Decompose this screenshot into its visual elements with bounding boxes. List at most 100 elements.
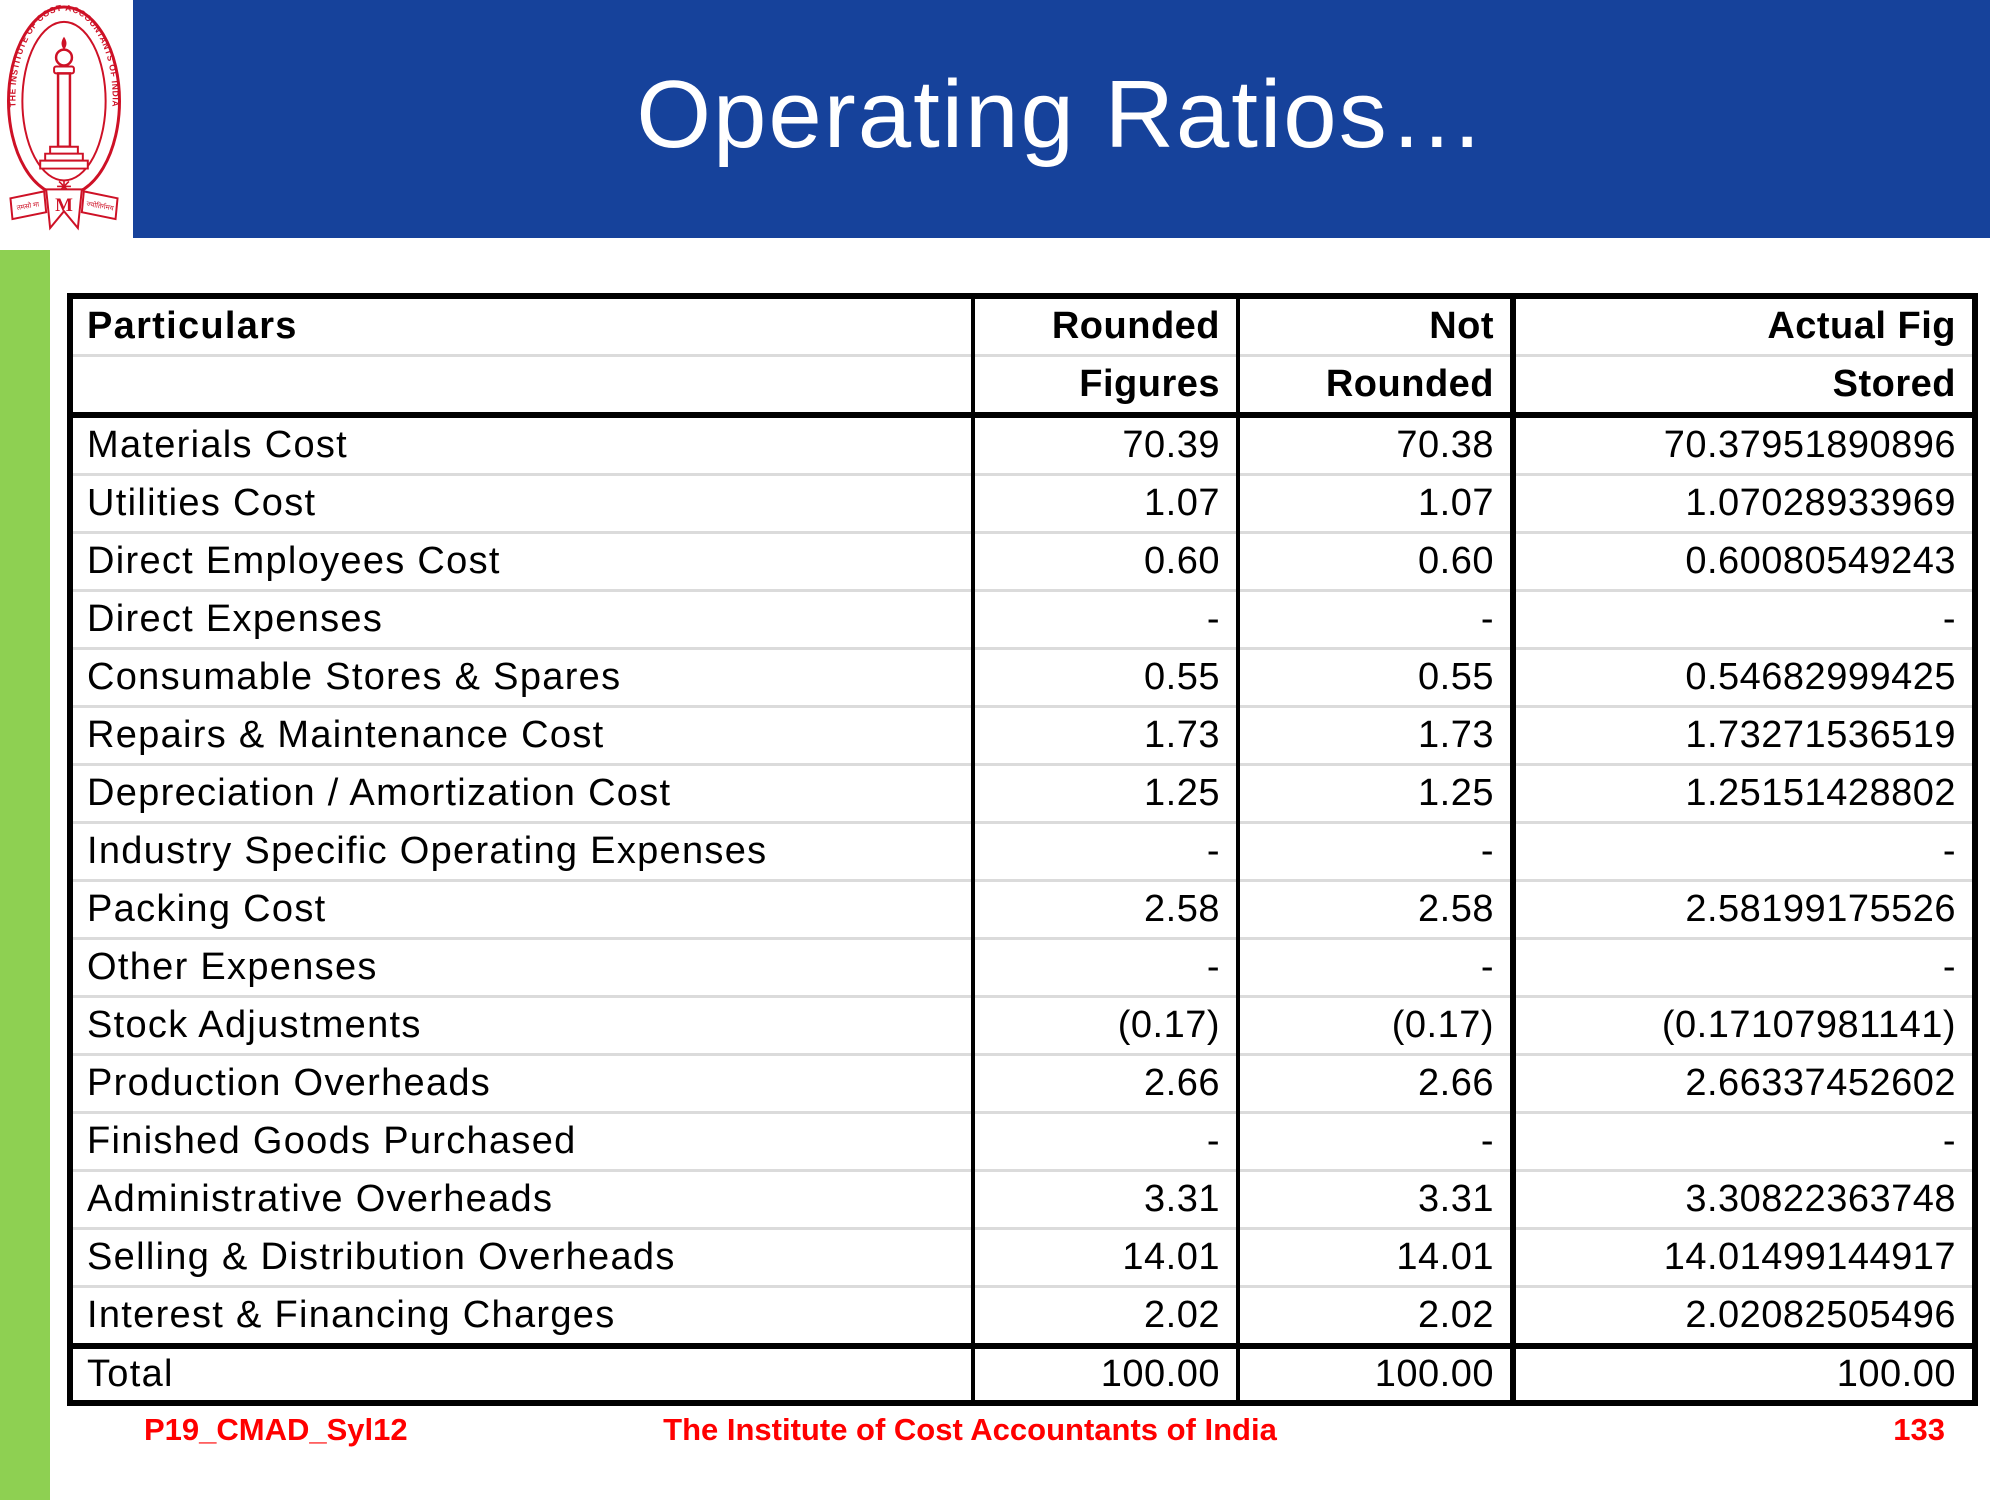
table-row: Industry Specific Operating Expenses - -…	[70, 822, 1975, 882]
not-rounded-value: -	[1236, 822, 1513, 882]
rounded-value: 70.39	[971, 415, 1238, 476]
row-label: Selling & Distribution Overheads	[70, 1228, 973, 1288]
not-rounded-value: -	[1236, 1112, 1513, 1172]
actual-value: 3.30822363748	[1510, 1170, 1975, 1230]
actual-value: 0.60080549243	[1510, 532, 1975, 592]
table-row: Interest & Financing Charges 2.02 2.02 2…	[70, 1286, 1975, 1349]
actual-value: -	[1510, 822, 1975, 882]
row-label: Depreciation / Amortization Cost	[70, 764, 973, 824]
not-rounded-value: 3.31	[1236, 1170, 1513, 1230]
table-row: Other Expenses - - -	[70, 938, 1975, 998]
table-row: Packing Cost 2.58 2.58 2.58199175526	[70, 880, 1975, 940]
footer-page-number: 133	[1893, 1412, 1945, 1447]
col-header-actual-line1: Actual Fig	[1510, 296, 1975, 357]
table-row: Administrative Overheads 3.31 3.31 3.308…	[70, 1170, 1975, 1230]
rounded-value: 0.60	[971, 532, 1238, 592]
logo-container: THE INSTITUTE OF COST ACCOUNTANTS OF IND…	[4, 3, 128, 236]
row-label: Other Expenses	[70, 938, 973, 998]
actual-value: 14.01499144917	[1510, 1228, 1975, 1288]
logo-monogram: M	[55, 195, 73, 216]
slide-footer: P19_CMAD_Syl12 The Institute of Cost Acc…	[0, 1412, 1990, 1456]
not-rounded-value: 0.55	[1236, 648, 1513, 708]
table-row: Stock Adjustments (0.17) (0.17) (0.17107…	[70, 996, 1975, 1056]
actual-value: 2.02082505496	[1510, 1286, 1975, 1349]
not-rounded-value: 70.38	[1236, 415, 1513, 476]
not-rounded-value: 0.60	[1236, 532, 1513, 592]
not-rounded-value: 2.66	[1236, 1054, 1513, 1114]
rounded-value: -	[971, 822, 1238, 882]
not-rounded-value: 1.07	[1236, 474, 1513, 534]
rounded-value: 1.73	[971, 706, 1238, 766]
row-label: Utilities Cost	[70, 474, 973, 534]
actual-value: 70.37951890896	[1510, 415, 1975, 476]
rounded-value: 1.25	[971, 764, 1238, 824]
operating-ratios-table: Particulars Rounded Not Actual Fig Figur…	[67, 293, 1978, 1406]
table-row: Materials Cost 70.39 70.38 70.3795189089…	[70, 415, 1975, 476]
not-rounded-value: 2.58	[1236, 880, 1513, 940]
table-total-row: Total 100.00 100.00 100.00	[70, 1346, 1975, 1403]
title-bar: Operating Ratios…	[133, 0, 1990, 238]
actual-value: -	[1510, 590, 1975, 650]
row-label: Packing Cost	[70, 880, 973, 940]
actual-value: 1.07028933969	[1510, 474, 1975, 534]
rounded-value: 3.31	[971, 1170, 1238, 1230]
row-label: Direct Expenses	[70, 590, 973, 650]
table-row: Finished Goods Purchased - - -	[70, 1112, 1975, 1172]
table-row: Utilities Cost 1.07 1.07 1.07028933969	[70, 474, 1975, 534]
row-label: Consumable Stores & Spares	[70, 648, 973, 708]
col-header-not-rounded-line1: Not	[1236, 296, 1513, 357]
actual-value: 1.25151428802	[1510, 764, 1975, 824]
col-header-rounded-line2: Figures	[971, 355, 1238, 418]
total-not-rounded-value: 100.00	[1236, 1346, 1513, 1403]
col-header-actual-line2: Stored	[1510, 355, 1975, 418]
actual-value: (0.17107981141)	[1510, 996, 1975, 1056]
table-row: Depreciation / Amortization Cost 1.25 1.…	[70, 764, 1975, 824]
not-rounded-value: -	[1236, 590, 1513, 650]
col-header-not-rounded-line2: Rounded	[1236, 355, 1513, 418]
page-title: Operating Ratios…	[636, 61, 1487, 168]
table-row: Direct Expenses - - -	[70, 590, 1975, 650]
row-label: Stock Adjustments	[70, 996, 973, 1056]
rounded-value: 2.02	[971, 1286, 1238, 1349]
row-label: Production Overheads	[70, 1054, 973, 1114]
actual-value: -	[1510, 1112, 1975, 1172]
row-label: Repairs & Maintenance Cost	[70, 706, 973, 766]
rounded-value: 14.01	[971, 1228, 1238, 1288]
row-label: Industry Specific Operating Expenses	[70, 822, 973, 882]
not-rounded-value: 2.02	[1236, 1286, 1513, 1349]
rounded-value: -	[971, 938, 1238, 998]
actual-value: 1.73271536519	[1510, 706, 1975, 766]
rounded-value: 2.58	[971, 880, 1238, 940]
row-label: Administrative Overheads	[70, 1170, 973, 1230]
rounded-value: -	[971, 1112, 1238, 1172]
table-row: Selling & Distribution Overheads 14.01 1…	[70, 1228, 1975, 1288]
table-row: Direct Employees Cost 0.60 0.60 0.600805…	[70, 532, 1975, 592]
row-label: Materials Cost	[70, 415, 973, 476]
table-header-row-2: Figures Rounded Stored	[70, 355, 1975, 418]
institute-logo: THE INSTITUTE OF COST ACCOUNTANTS OF IND…	[7, 3, 121, 231]
not-rounded-value: 1.73	[1236, 706, 1513, 766]
table-row: Consumable Stores & Spares 0.55 0.55 0.5…	[70, 648, 1975, 708]
row-label: Direct Employees Cost	[70, 532, 973, 592]
rounded-value: 2.66	[971, 1054, 1238, 1114]
actual-value: -	[1510, 938, 1975, 998]
col-header-rounded-line1: Rounded	[971, 296, 1238, 357]
ribbon-banner: तमसो मा ज्योतिर्गमय M	[9, 188, 119, 231]
actual-value: 2.58199175526	[1510, 880, 1975, 940]
actual-value: 0.54682999425	[1510, 648, 1975, 708]
total-label: Total	[87, 1353, 174, 1395]
rounded-value: (0.17)	[971, 996, 1238, 1056]
row-label: Finished Goods Purchased	[70, 1112, 973, 1172]
left-accent-stripe	[0, 250, 50, 1500]
footer-institute-name: The Institute of Cost Accountants of Ind…	[663, 1412, 1277, 1447]
col-header-particulars-line2	[70, 355, 973, 418]
total-rounded-value: 100.00	[971, 1346, 1238, 1403]
rounded-value: 0.55	[971, 648, 1238, 708]
table-row: Production Overheads 2.66 2.66 2.6633745…	[70, 1054, 1975, 1114]
table-row: Repairs & Maintenance Cost 1.73 1.73 1.7…	[70, 706, 1975, 766]
not-rounded-value: 1.25	[1236, 764, 1513, 824]
actual-value: 2.66337452602	[1510, 1054, 1975, 1114]
footer-course-code: P19_CMAD_Syl12	[144, 1412, 408, 1447]
not-rounded-value: 14.01	[1236, 1228, 1513, 1288]
